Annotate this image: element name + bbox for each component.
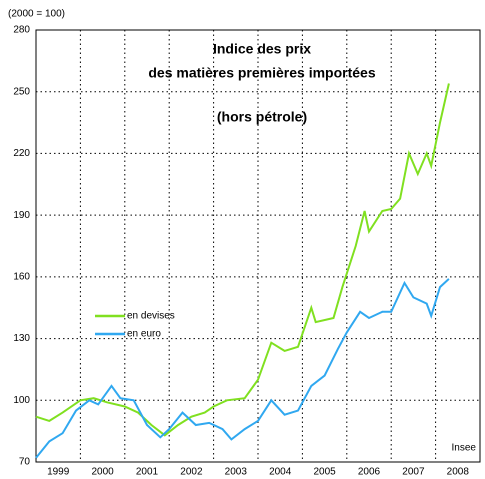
chart-title: Indice des prix (213, 41, 311, 57)
plot-frame (35, 29, 481, 463)
y-tick-label: 190 (13, 210, 30, 221)
x-tick-label: 2006 (358, 467, 381, 478)
series-line (35, 278, 450, 459)
series-line (35, 83, 450, 437)
y-tick-label: 280 (13, 25, 30, 36)
source: Insee (452, 443, 477, 454)
y-tick-label: 70 (19, 457, 31, 468)
x-tick-label: 2001 (136, 467, 159, 478)
y-tick-label: 220 (13, 148, 30, 159)
chart-title: (hors pétrole) (217, 109, 307, 125)
y-tick-label: 160 (13, 271, 30, 282)
unit-label: (2000 = 100) (8, 9, 65, 20)
x-tick-label: 2008 (447, 467, 470, 478)
x-tick-label: 2005 (313, 467, 336, 478)
x-tick-label: 2003 (225, 467, 248, 478)
x-tick-label: 2004 (269, 467, 292, 478)
legend-label: en devises (127, 311, 175, 322)
x-tick-label: 2002 (180, 467, 203, 478)
y-tick-label: 250 (13, 86, 30, 97)
chart-title: des matières premières importées (148, 65, 375, 81)
y-tick-label: 130 (13, 333, 30, 344)
x-tick-label: 1999 (47, 467, 70, 478)
y-tick-label: 100 (13, 395, 30, 406)
legend-label: en euro (127, 329, 161, 340)
x-tick-label: 2000 (91, 467, 114, 478)
x-tick-label: 2007 (402, 467, 425, 478)
